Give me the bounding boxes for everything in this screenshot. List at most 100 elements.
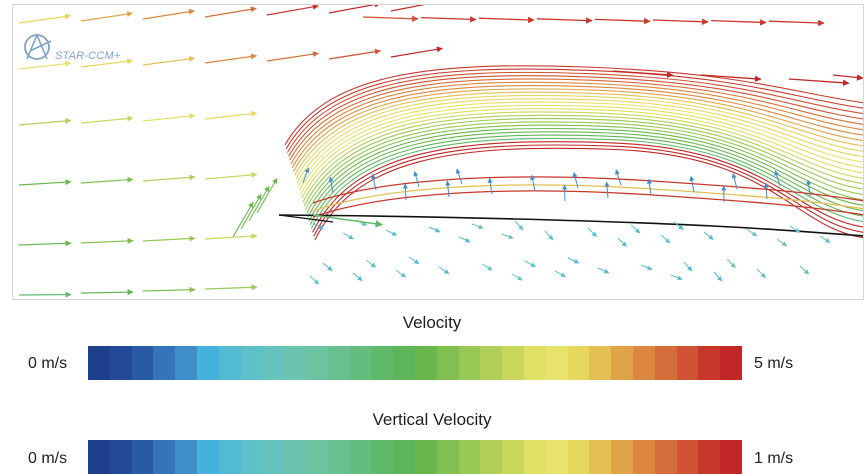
velocity-vector — [713, 271, 723, 282]
color-swatch — [109, 440, 132, 474]
color-swatch — [196, 440, 219, 474]
streamline — [294, 91, 863, 176]
velocity-vector — [572, 172, 579, 189]
streamline — [301, 111, 863, 199]
velocity-vector — [731, 172, 738, 190]
color-swatch — [196, 346, 219, 380]
velocity-vector — [646, 178, 652, 196]
velocity-vector — [487, 177, 493, 195]
color-swatch — [88, 440, 110, 474]
velocity-vector — [726, 258, 736, 268]
wing-surface — [278, 214, 863, 237]
velocity-vector — [819, 235, 831, 243]
velocity-vector — [612, 70, 674, 79]
velocity-vector — [799, 265, 810, 275]
velocity-vector — [420, 16, 477, 23]
velocity-vector — [18, 60, 72, 70]
streamline — [312, 141, 863, 233]
color-swatch — [458, 346, 481, 380]
color-swatch — [545, 346, 568, 380]
velocity-vector — [302, 167, 310, 184]
color-swatch — [393, 440, 415, 474]
color-swatch — [327, 346, 350, 380]
velocity-vector — [80, 115, 134, 124]
velocity-vector — [544, 230, 554, 241]
velocity-vector — [630, 224, 641, 234]
streamline — [289, 78, 863, 161]
velocity-vector — [763, 182, 769, 200]
color-swatch — [284, 346, 306, 380]
velocity-vector — [408, 256, 420, 265]
color-swatch — [611, 440, 633, 474]
vertical-velocity-legend-min: 0 m/s — [28, 450, 68, 467]
velocity-vector — [80, 237, 134, 244]
color-swatch — [240, 346, 263, 380]
flow-visualization: STAR-CCM+ — [12, 4, 864, 300]
color-swatch — [371, 440, 394, 474]
velocity-vector — [80, 289, 134, 296]
color-swatch — [88, 346, 110, 380]
streamline — [308, 131, 863, 222]
color-swatch — [676, 346, 699, 380]
velocity-vector — [232, 201, 254, 238]
color-swatch — [305, 440, 328, 474]
star-ccm-logo: STAR-CCM+ — [21, 29, 171, 69]
color-swatch — [698, 440, 721, 474]
velocity-vector — [365, 259, 376, 268]
velocity-vector — [567, 257, 580, 264]
color-swatch — [632, 346, 655, 380]
velocity-vector — [328, 48, 381, 60]
velocity-vector — [530, 174, 536, 192]
color-swatch — [523, 346, 546, 380]
velocity-vector — [142, 174, 196, 182]
velocity-vector — [455, 168, 463, 185]
velocity-vector — [604, 181, 610, 199]
velocity-vector — [204, 171, 258, 180]
streamline — [285, 68, 863, 150]
streamline — [288, 75, 863, 157]
velocity-vector — [390, 5, 443, 12]
color-swatch — [502, 346, 524, 380]
velocity-vector — [458, 236, 471, 243]
velocity-vector — [385, 229, 398, 236]
velocity-vector — [428, 226, 441, 233]
color-swatch — [175, 346, 197, 380]
velocity-vector — [689, 175, 695, 193]
velocity-vector — [478, 16, 535, 24]
velocity-vector — [312, 214, 384, 228]
velocity-vector — [266, 51, 320, 62]
velocity-vector — [80, 176, 134, 184]
velocity-vector — [80, 58, 134, 68]
velocity-vector — [352, 272, 363, 282]
velocity-vector — [683, 261, 693, 272]
velocity-vector — [142, 286, 196, 293]
velocity-vector — [142, 235, 196, 242]
color-swatch — [589, 440, 612, 474]
velocity-vector — [652, 18, 709, 25]
velocity-vector — [240, 193, 262, 230]
streamline — [292, 88, 863, 172]
velocity-vector — [18, 117, 72, 126]
color-swatch — [611, 346, 633, 380]
color-swatch — [654, 440, 677, 474]
color-swatch — [131, 440, 154, 474]
velocity-vector — [204, 6, 257, 18]
velocity-vector — [660, 234, 671, 244]
color-swatch — [436, 346, 459, 380]
color-swatch — [218, 346, 241, 380]
color-swatch — [153, 346, 176, 380]
velocity-vector — [362, 15, 419, 22]
color-swatch — [109, 346, 132, 380]
velocity-vector — [142, 55, 196, 66]
color-swatch — [262, 440, 285, 474]
color-swatch — [414, 440, 437, 474]
velocity-vector — [18, 13, 72, 24]
color-swatch — [371, 346, 394, 380]
color-swatch — [567, 440, 590, 474]
velocity-vector — [390, 46, 443, 58]
velocity-vector — [204, 284, 258, 291]
color-swatch — [654, 346, 677, 380]
color-swatch — [305, 346, 328, 380]
streamline — [312, 184, 863, 212]
velocity-vector — [438, 266, 450, 275]
